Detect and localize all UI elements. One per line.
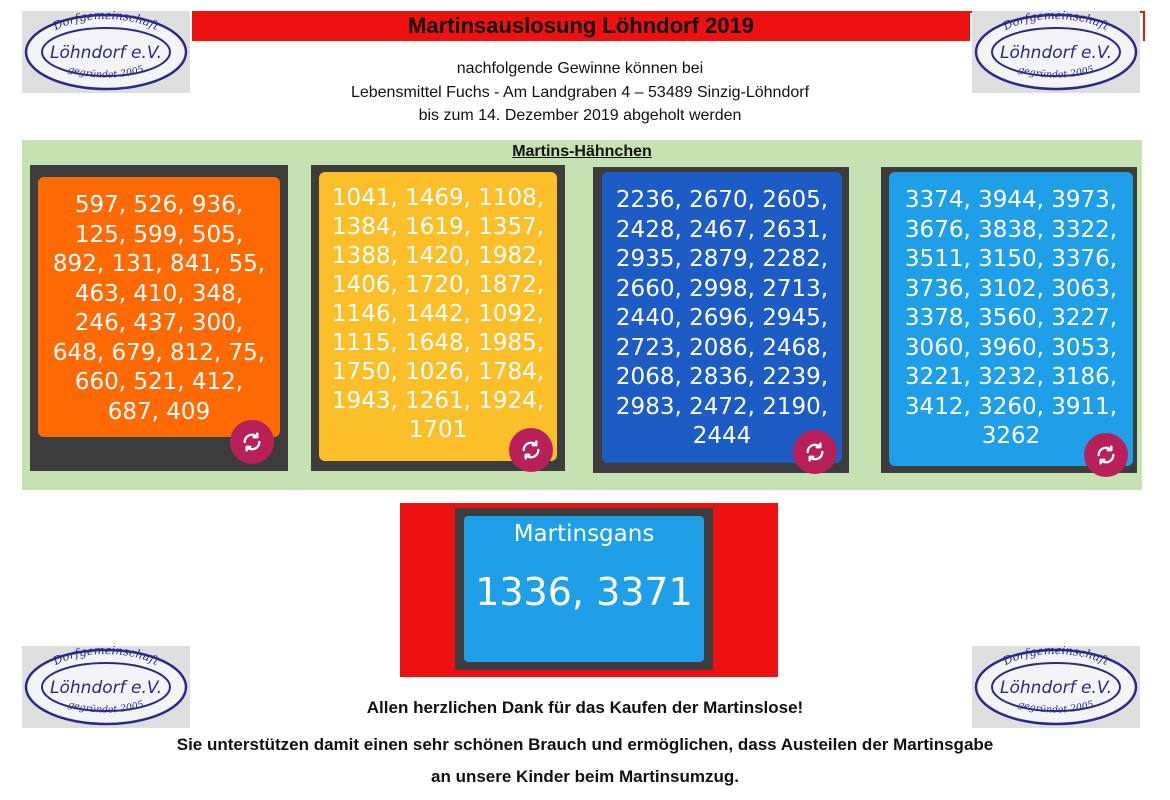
number-line: 3378, 3560, 3227, [904,305,1118,331]
number-line: 1041, 1469, 1108, [331,185,545,211]
refresh-icon [241,431,263,453]
logo-top-right: Dorfgemeinschaft gegründet 2005 Löhndorf e… [972,11,1140,93]
number-line: 892, 131, 841, 55, [52,251,266,277]
refresh-icon [804,441,826,463]
number-line: 3412, 3260, 3911, [904,393,1118,420]
gans-card: Martinsgans 1336, 3371 [464,516,704,662]
number-line: 2444 [692,423,752,449]
support-line: Sie unterstützen damit einen sehr schöne… [176,735,994,754]
svg-text:Löhndorf e.V.: Löhndorf e.V. [1000,43,1112,63]
number-line: 2440, 2696, 2945, [615,305,829,331]
card-numbers: 2236, 2670, 2605, 2428, 2467, 2631, 2935… [616,172,828,463]
number-line: 2723, 2086, 2468, [615,334,829,361]
prize-card-darkblue: 2236, 2670, 2605, 2428, 2467, 2631, 2935… [602,172,842,463]
number-line: 1115, 1648, 1985, [331,330,545,356]
refresh-icon [1095,444,1117,466]
svg-text:gegründet 2005: gegründet 2005 [1017,699,1095,716]
info-line-2: Lebensmittel Fuchs - Am Landgraben 4 – 5… [350,84,810,101]
svg-text:gegründet 2005: gegründet 2005 [1017,64,1095,81]
svg-text:gegründet 2005: gegründet 2005 [67,64,145,81]
card-numbers: 597, 526, 936, 125, 599, 505, 892, 131, … [53,177,265,437]
number-line: 2935, 2879, 2282, [615,246,829,272]
number-line: 2236, 2670, 2605, [615,187,829,213]
thanks-line: Allen herzlichen Dank für das Kaufen der… [366,698,804,717]
number-line: 1750, 1026, 1784, [331,359,545,385]
number-line: 2428, 2467, 2631, [615,216,829,243]
info-line-1: nachfolgende Gewinne können bei [456,60,704,77]
info-line-3: bis zum 14. Dezember 2019 abgeholt werde… [418,107,742,124]
haehnchen-title: Martins-Hähnchen [512,143,652,160]
title-bar: Martinsauslosung Löhndorf 2019 [192,11,970,41]
prize-card-orange: 597, 526, 936, 125, 599, 505, 892, 131, … [38,177,280,437]
refresh-button[interactable] [793,430,837,474]
prize-card-yellow: 1041, 1469, 1108, 1384, 1619, 1357, 1388… [319,172,557,461]
number-line: 3374, 3944, 3973, [904,187,1118,213]
logo-bottom-left: Dorfgemeinschaft gegründet 2005 Löhndorf e… [22,646,190,728]
svg-text:Löhndorf e.V.: Löhndorf e.V. [50,43,162,63]
number-line: 3511, 3150, 3376, [904,246,1118,272]
logo-bottom-right: Dorfgemeinschaft gegründet 2005 Löhndorf e… [972,646,1140,728]
number-line: 3060, 3960, 3053, [904,334,1118,361]
number-line: 3262 [981,423,1041,449]
number-line: 463, 410, 348, [74,280,244,307]
number-line: 125, 599, 505, [74,221,244,248]
number-line: 2068, 2836, 2239, [615,364,829,390]
gans-numbers: 1336, 3371 [475,570,693,614]
number-line: 648, 679, 812, 75, [52,339,266,366]
logo-top-left: Dorfgemeinschaft gegründet 2005 Löhndorf e… [22,11,190,93]
gans-title: Martinsgans [513,521,655,547]
number-line: 1943, 1261, 1924, [331,388,545,414]
number-line: 660, 521, 412, [74,369,244,395]
number-line: 246, 437, 300, [74,310,244,336]
svg-text:gegründet 2005: gegründet 2005 [67,699,145,716]
prize-card-lightblue: 3374, 3944, 3973, 3676, 3838, 3322, 3511… [889,172,1133,466]
refresh-button[interactable] [1084,433,1128,477]
number-line: 3736, 3102, 3063, [904,275,1118,302]
number-line: 2660, 2998, 2713, [615,275,829,302]
number-line: 1388, 1420, 1982, [331,243,545,269]
number-line: 3676, 3838, 3322, [904,216,1118,243]
number-line: 1146, 1442, 1092, [331,301,545,327]
svg-text:Löhndorf e.V.: Löhndorf e.V. [1000,678,1112,698]
refresh-button[interactable] [230,420,274,464]
card-numbers: 1041, 1469, 1108, 1384, 1619, 1357, 1388… [332,172,544,461]
page-title: Martinsauslosung Löhndorf 2019 [408,13,754,38]
title-rule-end [1143,11,1145,41]
number-line: 597, 526, 936, [74,192,244,218]
svg-text:Löhndorf e.V.: Löhndorf e.V. [50,678,162,698]
number-line: 1701 [408,417,468,443]
number-line: 687, 409 [107,398,211,425]
number-line: 1406, 1720, 1872, [331,272,545,298]
number-line: 1384, 1619, 1357, [331,214,545,240]
refresh-icon [520,439,542,461]
children-line: an unsere Kinder beim Martinsumzug. [431,767,739,786]
number-line: 3221, 3232, 3186, [904,364,1118,390]
card-numbers: 3374, 3944, 3973, 3676, 3838, 3322, 3511… [905,172,1117,466]
refresh-button[interactable] [509,428,553,472]
number-line: 2983, 2472, 2190, [615,393,829,420]
